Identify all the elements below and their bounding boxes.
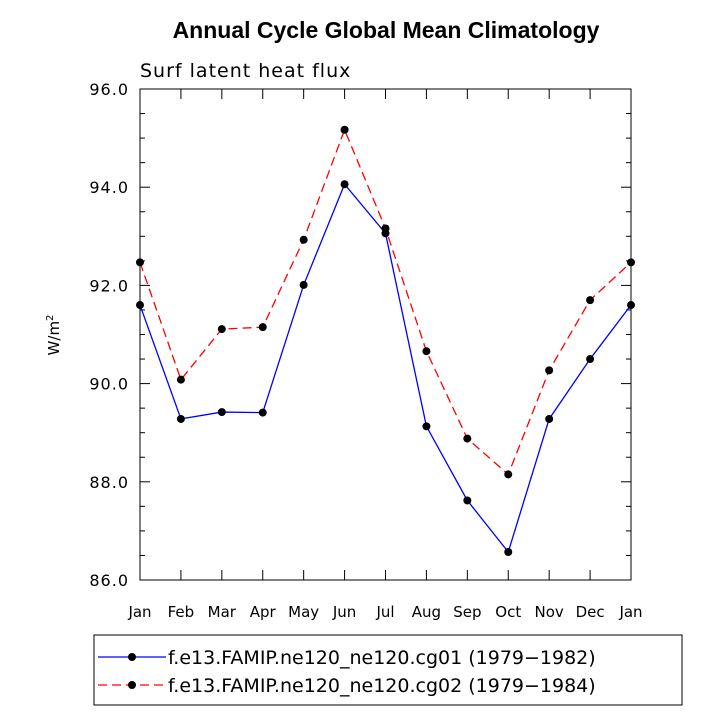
- y-tick-label: 94.0: [89, 178, 129, 197]
- plot-frame: [139, 88, 632, 581]
- y-axis: 86.0 88.0 90.0 92.0 94.0 96.0: [89, 80, 631, 590]
- series-2-point: [627, 258, 635, 267]
- legend-marker-1: [128, 653, 136, 661]
- legend-label-2: f.e13.FAMIP.ne120_ne120.cg02 (1979−1984): [168, 675, 596, 697]
- y-tick-label: 96.0: [89, 80, 129, 99]
- series-2-point: [422, 347, 431, 356]
- series-2-point: [381, 224, 390, 233]
- series-2-point: [463, 434, 472, 443]
- plot-area: [139, 88, 632, 581]
- series-1-point: [422, 422, 431, 431]
- y-tick-label: 92.0: [89, 276, 129, 295]
- legend-marker-2: [128, 681, 136, 689]
- x-tick-label: Mar: [208, 603, 237, 621]
- chart-title: Annual Cycle Global Mean Climatology: [173, 17, 600, 43]
- series-2-point: [299, 235, 308, 244]
- x-tick-label: Apr: [250, 603, 277, 621]
- chart-subtitle: Surf latent heat flux: [140, 60, 351, 82]
- series-2-point: [545, 366, 554, 375]
- x-tick-label: Nov: [535, 603, 564, 621]
- y-axis-label-superscript: 2: [45, 315, 56, 321]
- series-2-point: [176, 375, 185, 384]
- x-tick-label: Oct: [495, 603, 521, 621]
- y-tick-label: 88.0: [89, 473, 129, 492]
- series-1-point: [176, 414, 185, 423]
- x-tick-label: Dec: [576, 603, 605, 621]
- series-line-2: [139, 127, 632, 476]
- x-tick-label: Sep: [453, 603, 481, 621]
- x-tick-label: Feb: [168, 603, 195, 621]
- x-tick-label: Jan: [127, 603, 151, 621]
- series-layer: [136, 125, 635, 557]
- series-line-1: [139, 183, 632, 554]
- series-2-point: [136, 258, 144, 267]
- legend-box: [93, 634, 683, 706]
- series-2-point: [586, 296, 595, 305]
- series-1-point: [258, 408, 267, 417]
- x-axis: Jan Feb Mar Apr May Jun Jul Aug Sep Oct Nov Dec Jan: [127, 89, 643, 621]
- x-tick-label: Jun: [332, 603, 356, 621]
- x-tick-label: Aug: [412, 603, 441, 621]
- series-2-point: [340, 125, 349, 134]
- y-tick-label: 90.0: [89, 375, 129, 394]
- series-1-point: [463, 496, 472, 505]
- legend-label-1: f.e13.FAMIP.ne120_ne120.cg01 (1979−1982): [168, 647, 596, 669]
- x-tick-label: May: [288, 603, 319, 621]
- series-1-point: [217, 408, 226, 417]
- series-1-point: [136, 301, 144, 310]
- y-axis-label-unit: W/m: [45, 321, 63, 356]
- series-2-point: [217, 325, 226, 334]
- legend: f.e13.FAMIP.ne120_ne120.cg01 (1979−1982)…: [93, 634, 683, 706]
- legend-items: f.e13.FAMIP.ne120_ne120.cg01 (1979−1982)…: [98, 647, 596, 697]
- series-1-point: [340, 180, 349, 189]
- series-1-point: [504, 548, 513, 557]
- x-tick-label: Jan: [618, 603, 642, 621]
- series-1-point: [586, 355, 595, 364]
- series-2-point: [258, 323, 267, 332]
- y-tick-label: 86.0: [89, 571, 129, 590]
- y-axis-label: W/m2: [45, 315, 63, 356]
- series-2-point: [504, 470, 513, 479]
- series-1-point: [627, 301, 635, 310]
- series-1-point: [545, 414, 554, 423]
- x-tick-label: Jul: [375, 603, 394, 621]
- series-1-point: [299, 280, 308, 289]
